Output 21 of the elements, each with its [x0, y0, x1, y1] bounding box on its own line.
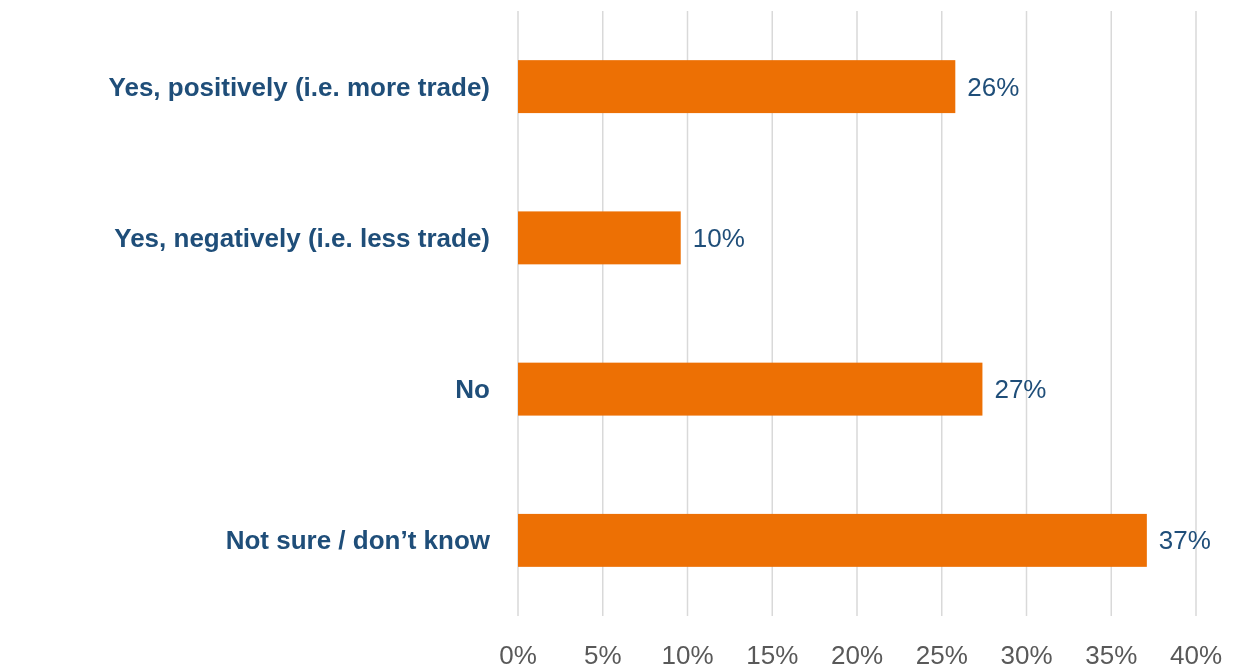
- bar: [518, 60, 956, 114]
- data-label: 37%: [1158, 525, 1211, 556]
- data-label: 26%: [967, 71, 1020, 102]
- y-tick-label: Not sure / don’t know: [225, 525, 491, 556]
- x-tick-label: 20%: [830, 640, 884, 667]
- x-tick-label: 40%: [1169, 640, 1223, 667]
- bar: [518, 211, 681, 265]
- bar: [518, 362, 983, 416]
- x-tick-label: 5%: [583, 640, 622, 667]
- x-tick-label: 35%: [1085, 640, 1138, 667]
- y-tick-label: Yes, negatively (i.e. less trade): [114, 222, 490, 253]
- x-tick-label: 15%: [746, 640, 799, 667]
- y-tick-label: No: [455, 374, 490, 405]
- data-label: 10%: [692, 222, 745, 253]
- bar: [518, 513, 1147, 567]
- x-tick-label: 25%: [915, 640, 968, 667]
- x-tick-label: 10%: [661, 640, 714, 667]
- x-tick-label: 30%: [1000, 640, 1053, 667]
- data-label: 27%: [994, 374, 1047, 405]
- x-tick-label: 0%: [499, 640, 537, 667]
- y-tick-label: Yes, positively (i.e. more trade): [108, 71, 490, 102]
